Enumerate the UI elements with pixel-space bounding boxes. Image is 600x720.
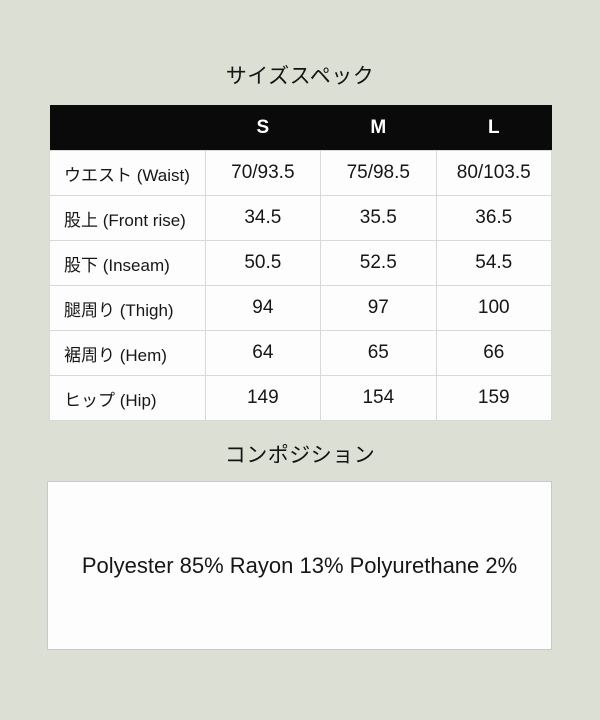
table-row-thigh: 腿周り (Thigh) 94 97 100	[49, 285, 553, 331]
cell-value-s: 94	[204, 285, 322, 331]
cell-value-l: 54.5	[435, 240, 553, 286]
cell-value-m: 52.5	[320, 240, 437, 286]
cell-value-l: 36.5	[435, 195, 553, 241]
row-label: 股上 (Front rise)	[49, 195, 206, 241]
table-row-hip: ヒップ (Hip) 149 154 159	[49, 375, 553, 421]
composition-title: コンポジション	[224, 444, 376, 467]
header-cell-l: L	[436, 105, 552, 151]
table-row-inseam: 股下 (Inseam) 50.5 52.5 54.5	[49, 240, 553, 286]
composition-panel: Polyester 85% Rayon 13% Polyurethane 2%	[47, 481, 552, 650]
row-label: 股下 (Inseam)	[49, 240, 206, 286]
cell-value-s: 149	[204, 375, 322, 421]
cell-value-s: 64	[204, 330, 322, 376]
cell-value-m: 35.5	[320, 195, 437, 241]
cell-value-m: 97	[320, 285, 437, 331]
header-cell-s: S	[205, 105, 321, 151]
table-row-front-rise: 股上 (Front rise) 34.5 35.5 36.5	[49, 195, 553, 241]
cell-value-l: 66	[435, 330, 553, 376]
header-row: S M L	[49, 105, 552, 151]
cell-value-s: 34.5	[204, 195, 322, 241]
row-label: 腿周り (Thigh)	[49, 285, 206, 331]
cell-value-m: 75/98.5	[320, 150, 437, 196]
header-cell-empty	[49, 105, 206, 151]
size-table-header: S M L	[49, 105, 552, 151]
cell-value-l: 80/103.5	[435, 150, 553, 196]
header-cell-m: M	[320, 105, 437, 151]
table-row-hem: 裾周り (Hem) 64 65 66	[49, 330, 553, 376]
cell-value-m: 65	[320, 330, 437, 376]
row-label: ヒップ (Hip)	[49, 375, 206, 421]
row-label: 裾周り (Hem)	[49, 330, 206, 376]
size-table-body: ウエスト (Waist) 70/93.5 75/98.5 80/103.5 股上…	[49, 150, 553, 421]
cell-value-l: 159	[435, 375, 553, 421]
size-spec-table-container: S M L ウエスト (Waist) 70/93.5 75/98.5 80/10…	[49, 105, 553, 421]
cell-value-s: 50.5	[204, 240, 322, 286]
size-spec-table: S M L ウエスト (Waist) 70/93.5 75/98.5 80/10…	[49, 105, 553, 421]
cell-value-s: 70/93.5	[204, 150, 322, 196]
table-row-waist: ウエスト (Waist) 70/93.5 75/98.5 80/103.5	[49, 150, 553, 196]
cell-value-m: 154	[320, 375, 437, 421]
cell-value-l: 100	[435, 285, 553, 331]
composition-text: Polyester 85% Rayon 13% Polyurethane 2%	[81, 552, 518, 578]
size-spec-title: サイズスペック	[225, 65, 375, 88]
row-label: ウエスト (Waist)	[49, 150, 206, 196]
